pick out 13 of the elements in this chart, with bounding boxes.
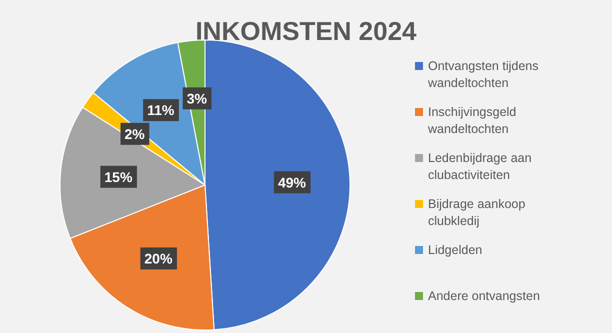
data-label: 49% (278, 174, 307, 190)
legend-label: Andere ontvangsten (428, 289, 540, 303)
data-label: 2% (124, 126, 146, 142)
chart-title: INKOMSTEN 2024 (195, 16, 418, 46)
legend-label: Inschijvingsgeld wandeltochten (427, 105, 516, 136)
legend-label: Ledenbijdrage aan clubactiviteiten (428, 151, 532, 182)
data-label: 15% (104, 168, 133, 185)
data-label: 11% (147, 102, 175, 118)
data-label: 20% (144, 250, 173, 266)
legend-label: Bijdrage aankoop clubkledij (428, 197, 526, 228)
legend-label: Ontvangsten tijdens wandeltochten (427, 59, 538, 90)
legend-label: Lidgelden (428, 243, 482, 257)
data-label: 3% (186, 90, 208, 106)
